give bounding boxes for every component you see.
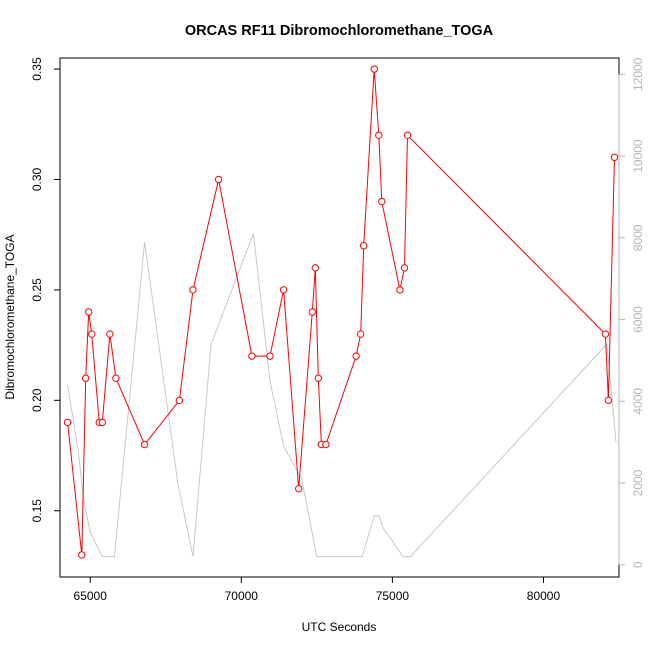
data-point: [610, 153, 619, 162]
data-point: [78, 551, 86, 559]
y2-tick-label: 4000: [631, 388, 645, 415]
dibromochloromethane-series-line: [67, 68, 615, 555]
data-point: [106, 330, 114, 338]
y2-tick-label: 2000: [631, 469, 645, 496]
y-tick-label: 0.25: [30, 278, 44, 302]
data-point: [378, 197, 386, 206]
y2-tick-label: 8000: [631, 224, 645, 251]
data-point: [248, 352, 256, 360]
data-point: [98, 418, 107, 427]
y-tick-label: 0.30: [30, 167, 44, 191]
plot-area: [59, 57, 620, 578]
x-tick-label: 65000: [74, 589, 108, 603]
y2-tick-label: 0: [631, 561, 645, 568]
data-point: [279, 286, 288, 294]
y-tick-label: 0.15: [30, 499, 44, 523]
data-point: [359, 242, 368, 250]
x-tick-label: 75000: [376, 589, 410, 603]
data-point: [189, 286, 197, 294]
data-point: [400, 264, 409, 272]
data-point: [63, 418, 72, 427]
data-point: [352, 352, 360, 360]
altitude-series-line: [67, 233, 617, 558]
y-tick-label: 0.35: [30, 57, 44, 81]
data-point: [175, 396, 184, 405]
data-point: [266, 352, 274, 360]
data-point: [112, 374, 120, 382]
data-point: [81, 374, 90, 382]
data-point: [370, 65, 378, 73]
x-axis-label: UTC Seconds: [302, 620, 377, 634]
data-point: [295, 484, 303, 493]
data-point: [85, 308, 93, 316]
data-point: [356, 330, 365, 338]
y2-tick-label: 10000: [631, 139, 645, 173]
data-point: [403, 131, 412, 139]
x-axis: 65000 70000 75000 80000: [74, 576, 561, 603]
data-point: [604, 396, 613, 405]
y-axis-label: Dibromochloromethane_TOGA: [3, 234, 17, 399]
data-point: [214, 175, 223, 184]
series-layer: [63, 65, 619, 559]
data-point: [375, 131, 383, 139]
data-point: [396, 286, 404, 294]
data-point: [140, 440, 149, 449]
x-tick-label: 80000: [527, 589, 561, 603]
data-point: [314, 374, 323, 382]
data-point: [88, 330, 96, 338]
data-point: [311, 264, 320, 272]
y2-tick-label: 12000: [631, 57, 645, 91]
chart-title: ORCAS RF11 Dibromochloromethane_TOGA: [185, 23, 494, 39]
y2-axis: 0 2000 4000 6000 8000 10000 12000: [618, 57, 645, 568]
y-axis: 0.15 0.20 0.25 0.30 0.35: [30, 57, 61, 523]
x-tick-label: 70000: [225, 589, 259, 603]
y-tick-label: 0.20: [30, 388, 44, 412]
data-point: [308, 308, 317, 316]
data-point: [322, 440, 330, 449]
data-point: [601, 330, 610, 338]
y2-tick-label: 6000: [631, 306, 645, 333]
